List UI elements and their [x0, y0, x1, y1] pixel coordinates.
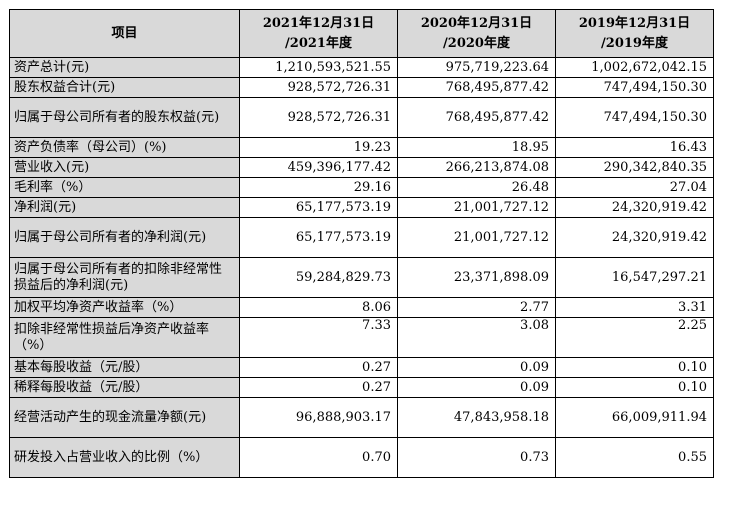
value-2020: 21,001,727.12	[397, 217, 556, 258]
table-row: 股东权益合计(元) 928,572,726.31 768,495,877.42 …	[9, 77, 714, 98]
table-row: 加权平均净资产收益率（%） 8.06 2.77 3.31	[9, 297, 714, 318]
table-header-row: 项目 2021年12月31日/2021年度 2020年12月31日/2020年度…	[9, 9, 714, 58]
value-2021: 19.23	[239, 137, 398, 158]
row-label: 扣除非经常性损益后净资产收益率（%）	[9, 317, 240, 358]
table-row: 净利润(元) 65,177,573.19 21,001,727.12 24,32…	[9, 197, 714, 218]
table-row: 归属于母公司所有者的扣除非经常性损益后的净利润(元) 59,284,829.73…	[9, 257, 714, 298]
value-2021: 928,572,726.31	[239, 97, 398, 138]
value-2020: 975,719,223.64	[397, 57, 556, 78]
value-2021: 0.27	[239, 357, 398, 378]
value-2019: 16,547,297.21	[555, 257, 714, 298]
table-row: 扣除非经常性损益后净资产收益率（%） 7.33 3.08 2.25	[9, 317, 714, 358]
row-label: 归属于母公司所有者的扣除非经常性损益后的净利润(元)	[9, 257, 240, 298]
value-2020: 47,843,958.18	[397, 397, 556, 438]
header-2019: 2019年12月31日/2019年度	[555, 9, 714, 58]
value-2020: 21,001,727.12	[397, 197, 556, 218]
value-2021: 7.33	[239, 317, 398, 358]
table-row: 归属于母公司所有者的净利润(元) 65,177,573.19 21,001,72…	[9, 217, 714, 258]
row-label: 营业收入(元)	[9, 157, 240, 178]
value-2021: 459,396,177.42	[239, 157, 398, 178]
table-row: 资产总计(元) 1,210,593,521.55 975,719,223.64 …	[9, 57, 714, 78]
financial-data-table: 项目 2021年12月31日/2021年度 2020年12月31日/2020年度…	[9, 9, 714, 478]
header-2020: 2020年12月31日/2020年度	[397, 9, 556, 58]
row-label: 毛利率（%）	[9, 177, 240, 198]
value-2020: 26.48	[397, 177, 556, 198]
table-row: 毛利率（%） 29.16 26.48 27.04	[9, 177, 714, 198]
value-2020: 0.73	[397, 437, 556, 478]
value-2021: 65,177,573.19	[239, 197, 398, 218]
value-2019: 2.25	[555, 317, 714, 358]
header-2021: 2021年12月31日/2021年度	[239, 9, 398, 58]
table-row: 研发投入占营业收入的比例（%） 0.70 0.73 0.55	[9, 437, 714, 478]
row-label: 资产总计(元)	[9, 57, 240, 78]
value-2020: 768,495,877.42	[397, 97, 556, 138]
value-2019: 16.43	[555, 137, 714, 158]
value-2020: 768,495,877.42	[397, 77, 556, 98]
value-2019: 66,009,911.94	[555, 397, 714, 438]
value-2021: 96,888,903.17	[239, 397, 398, 438]
value-2020: 266,213,874.08	[397, 157, 556, 178]
table-row: 基本每股收益（元/股） 0.27 0.09 0.10	[9, 357, 714, 378]
table-row: 资产负债率（母公司）(%) 19.23 18.95 16.43	[9, 137, 714, 158]
value-2020: 0.09	[397, 357, 556, 378]
row-label: 研发投入占营业收入的比例（%）	[9, 437, 240, 478]
row-label: 经营活动产生的现金流量净额(元)	[9, 397, 240, 438]
table-row: 经营活动产生的现金流量净额(元) 96,888,903.17 47,843,95…	[9, 397, 714, 438]
value-2019: 747,494,150.30	[555, 77, 714, 98]
value-2020: 23,371,898.09	[397, 257, 556, 298]
value-2021: 0.70	[239, 437, 398, 478]
table-row: 稀释每股收益（元/股） 0.27 0.09 0.10	[9, 377, 714, 398]
row-label: 资产负债率（母公司）(%)	[9, 137, 240, 158]
table-row: 归属于母公司所有者的股东权益(元) 928,572,726.31 768,495…	[9, 97, 714, 138]
value-2019: 0.55	[555, 437, 714, 478]
value-2019: 24,320,919.42	[555, 197, 714, 218]
value-2021: 0.27	[239, 377, 398, 398]
value-2019: 0.10	[555, 377, 714, 398]
financial-table-container: 项目 2021年12月31日/2021年度 2020年12月31日/2020年度…	[9, 9, 714, 478]
row-label: 加权平均净资产收益率（%）	[9, 297, 240, 318]
row-label: 归属于母公司所有者的股东权益(元)	[9, 97, 240, 138]
value-2019: 1,002,672,042.15	[555, 57, 714, 78]
value-2019: 0.10	[555, 357, 714, 378]
value-2020: 0.09	[397, 377, 556, 398]
row-label: 归属于母公司所有者的净利润(元)	[9, 217, 240, 258]
value-2020: 2.77	[397, 297, 556, 318]
table-row: 营业收入(元) 459,396,177.42 266,213,874.08 29…	[9, 157, 714, 178]
row-label: 稀释每股收益（元/股）	[9, 377, 240, 398]
value-2021: 65,177,573.19	[239, 217, 398, 258]
value-2019: 24,320,919.42	[555, 217, 714, 258]
value-2021: 29.16	[239, 177, 398, 198]
header-item: 项目	[9, 9, 240, 58]
value-2019: 290,342,840.35	[555, 157, 714, 178]
value-2019: 747,494,150.30	[555, 97, 714, 138]
value-2019: 3.31	[555, 297, 714, 318]
value-2020: 18.95	[397, 137, 556, 158]
value-2021: 8.06	[239, 297, 398, 318]
row-label: 股东权益合计(元)	[9, 77, 240, 98]
value-2021: 59,284,829.73	[239, 257, 398, 298]
value-2021: 928,572,726.31	[239, 77, 398, 98]
value-2021: 1,210,593,521.55	[239, 57, 398, 78]
row-label: 净利润(元)	[9, 197, 240, 218]
row-label: 基本每股收益（元/股）	[9, 357, 240, 378]
value-2020: 3.08	[397, 317, 556, 358]
value-2019: 27.04	[555, 177, 714, 198]
